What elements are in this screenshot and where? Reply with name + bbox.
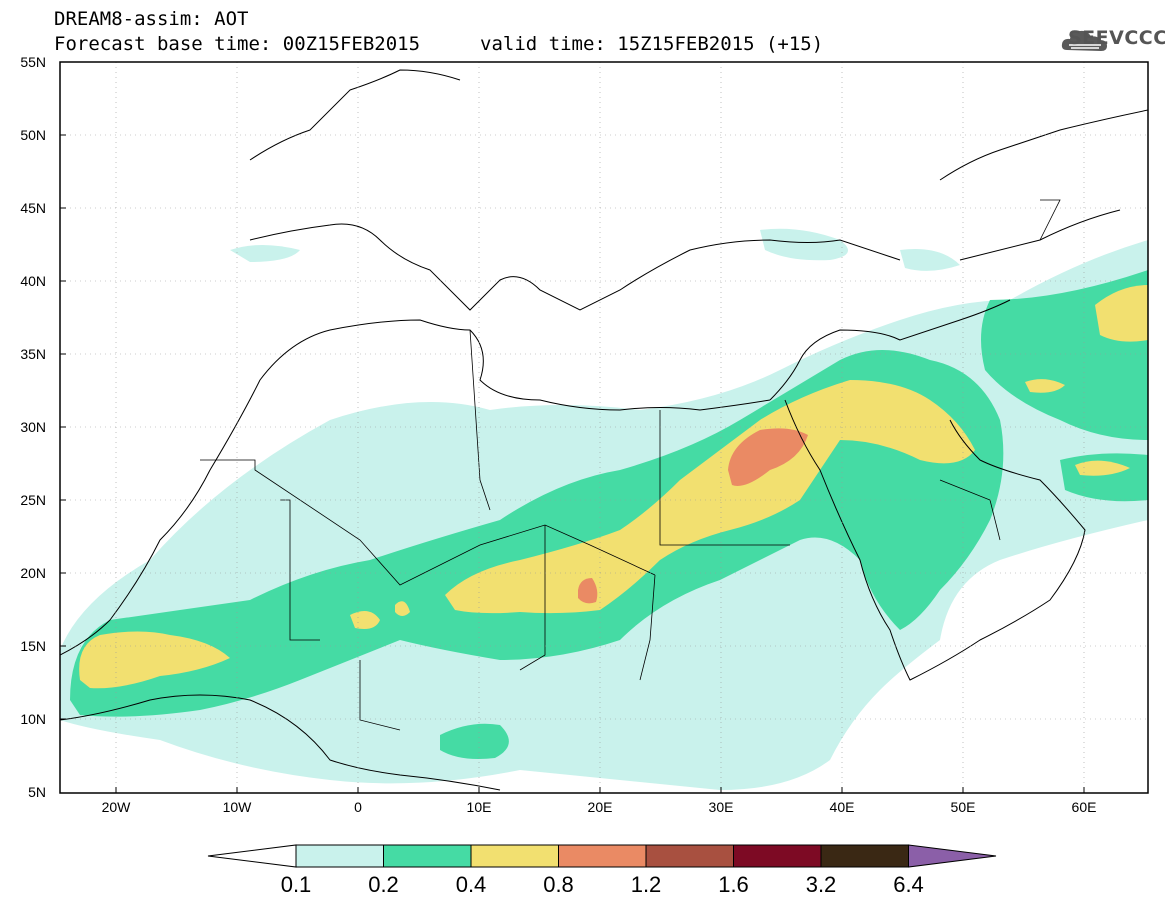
aot-field xyxy=(60,228,1148,790)
colorbar-label: 0.1 xyxy=(280,872,312,897)
colorbar-label: 0.2 xyxy=(368,872,399,897)
lat-label: 5N xyxy=(28,784,46,800)
colorbar-label: 6.4 xyxy=(893,872,924,897)
lon-label: 20E xyxy=(587,799,613,815)
lon-label: 20W xyxy=(101,799,131,815)
lon-label: 60E xyxy=(1071,799,1097,815)
gridlines xyxy=(60,62,1148,793)
lon-label: 10W xyxy=(222,799,252,815)
lat-label: 15N xyxy=(20,638,46,654)
coastlines xyxy=(60,69,1148,791)
colorbar-bin-7 xyxy=(820,844,909,868)
colorbar-label: 1.2 xyxy=(630,872,662,897)
colorbar-label: 1.6 xyxy=(718,872,749,897)
lat-label: 45N xyxy=(20,200,46,216)
lat-label: 55N xyxy=(20,54,46,70)
lat-label: 10N xyxy=(20,711,46,727)
colorbar-bin-4 xyxy=(558,844,647,868)
lon-label: 0 xyxy=(354,799,362,815)
cloud-icon xyxy=(1061,30,1107,51)
lat-label: 30N xyxy=(20,419,46,435)
map-title: DREAM8-assim: AOT xyxy=(54,8,249,30)
colorbar-label: 3.2 xyxy=(805,872,837,897)
colorbar-bin-6 xyxy=(733,844,822,868)
valid-time: valid time: 15Z15FEB2015 (+15) xyxy=(480,33,824,55)
lat-label: 40N xyxy=(20,273,46,289)
colorbar-label: 0.4 xyxy=(455,872,487,897)
colorbar-bin-1 xyxy=(295,844,384,868)
lat-label: 35N xyxy=(20,346,46,362)
colorbar-over-arrow xyxy=(908,844,997,868)
colorbar-label: 0.8 xyxy=(543,872,574,897)
colorbar-bin-3 xyxy=(470,844,559,868)
forecast-base-time: Forecast base time: 00Z15FEB2015 xyxy=(54,33,421,55)
lat-label: 50N xyxy=(20,127,46,143)
colorbar-bin-5 xyxy=(645,844,734,868)
country-borders xyxy=(200,199,1061,731)
lon-label: 10E xyxy=(466,799,492,815)
axis-ticks xyxy=(60,61,1085,794)
colorbar-bin-2 xyxy=(383,844,472,868)
logo-text: SEEVCCC xyxy=(1068,27,1165,49)
lat-label: 25N xyxy=(20,492,46,508)
lat-label: 20N xyxy=(20,565,46,581)
lon-label: 40E xyxy=(829,799,855,815)
colorbar xyxy=(207,844,997,868)
lon-label: 30E xyxy=(708,799,734,815)
colorbar-under-arrow xyxy=(207,844,297,868)
lon-label: 50E xyxy=(950,799,976,815)
